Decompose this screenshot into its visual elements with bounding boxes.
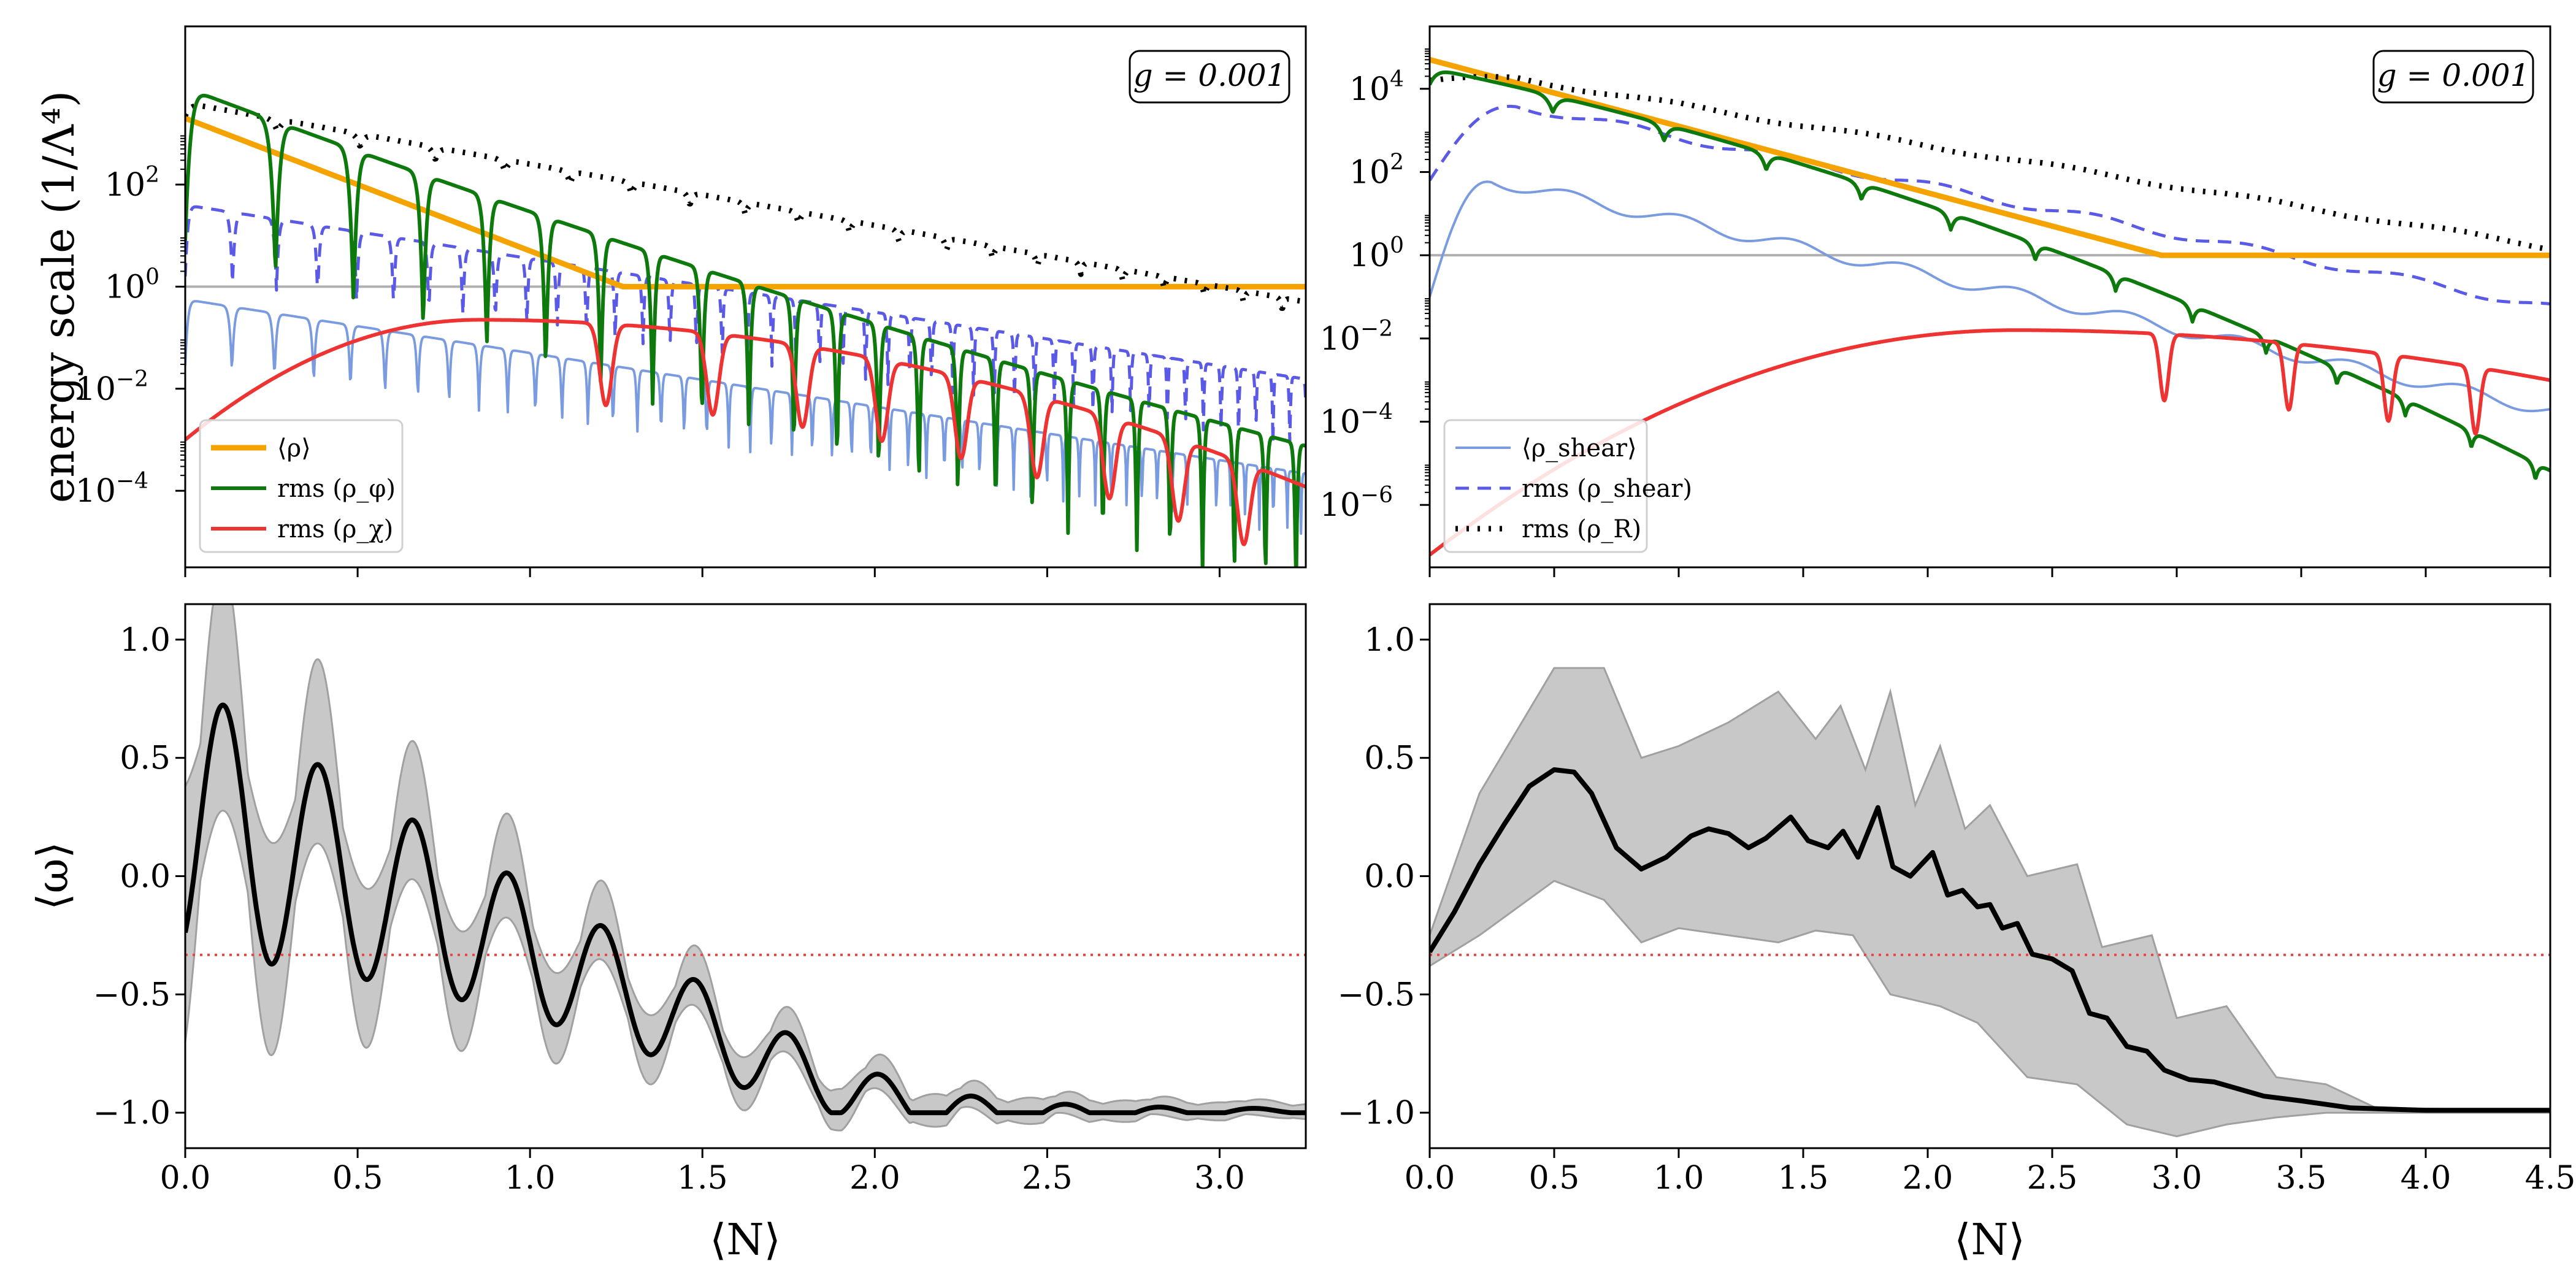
series-rho-mean bbox=[185, 115, 1306, 289]
y-ticks: 104 102 100 10−2 10−4 10−6 bbox=[1320, 48, 1430, 524]
y-ticks: 102 100 10−2 10−4 bbox=[75, 135, 185, 510]
legend-frame bbox=[1443, 419, 1648, 553]
x-tick-label: 3.5 bbox=[2276, 1160, 2327, 1197]
y-tick-label: 104 bbox=[1349, 67, 1404, 108]
series-rms-rho-chi bbox=[185, 318, 1306, 546]
y-tick-label: 102 bbox=[105, 163, 159, 204]
y-tick-label: 0.5 bbox=[1364, 740, 1415, 777]
x-ticks bbox=[1428, 567, 2551, 577]
y-tick-label: 102 bbox=[1349, 150, 1404, 191]
annotation-text: g = 0.001 bbox=[1133, 58, 1286, 93]
std-band bbox=[185, 604, 1306, 1132]
y-tick-label: 10−2 bbox=[1320, 316, 1393, 358]
y-tick-label: 10−2 bbox=[75, 367, 148, 408]
y-tick-label: −1.0 bbox=[93, 1095, 171, 1132]
series-omega-mean bbox=[1430, 767, 2550, 1113]
x-tick-label: 4.0 bbox=[2401, 1160, 2451, 1197]
y-tick-label: −0.5 bbox=[1338, 976, 1415, 1013]
x-axis-label: ⟨N⟩ bbox=[1954, 1214, 2025, 1265]
x-tick-label: 4.5 bbox=[2525, 1160, 2576, 1197]
series-rho-shear-mean bbox=[1430, 180, 2550, 413]
y-tick-label: 10−4 bbox=[1320, 400, 1393, 441]
legend-label: ⟨ρ_shear⟩ bbox=[1522, 434, 1637, 462]
x-ticks: 0.0 0.5 1.0 1.5 2.0 2.5 3.0 bbox=[160, 1148, 1245, 1197]
axes-frame bbox=[1428, 25, 2551, 569]
panel-top-right: 104 102 100 10−2 10−4 10−6 g = 0.001 ⟨ρ_shear… bbox=[1320, 25, 2551, 577]
y-tick-label: 10−4 bbox=[75, 469, 148, 510]
annotation-box: g = 0.001 bbox=[2372, 50, 2534, 104]
panel-bottom-left: 1.00.50.0−0.5−1.0 0.0 0.5 1.0 1.5 2.0 2.5 3.0 … bbox=[28, 603, 1307, 1265]
panel-top-left: 102 100 10−2 10−4 energy scale (1/Λ⁴) g = 0… bbox=[34, 25, 1307, 577]
x-tick-label: 2.5 bbox=[2027, 1160, 2078, 1197]
y-tick-label: 0.0 bbox=[120, 859, 171, 895]
x-tick-label: 2.5 bbox=[1022, 1160, 1073, 1197]
legend-frame bbox=[199, 419, 404, 553]
x-tick-label: 1.5 bbox=[677, 1160, 728, 1197]
series-rms-rho-shear bbox=[185, 205, 1306, 445]
band-fill bbox=[185, 604, 1306, 1132]
legend: ⟨ρ_shear⟩rms (ρ_shear)rms (ρ_R) bbox=[1443, 419, 1692, 553]
annotation-text: g = 0.001 bbox=[2377, 58, 2530, 93]
y-ticks: 1.0 0.5 0.0 −0.5 −1.0 bbox=[1338, 622, 1430, 1132]
legend-label: rms (ρ_R) bbox=[1522, 515, 1641, 543]
x-tick-label: 3.0 bbox=[2152, 1160, 2202, 1197]
y-tick-label: 0.5 bbox=[120, 740, 171, 777]
axes-frame bbox=[184, 25, 1307, 569]
y-tick-label: 10−6 bbox=[1320, 483, 1393, 524]
legend-label: rms (ρ_φ) bbox=[277, 475, 396, 503]
legend: ⟨ρ⟩ rms (ρ_φ)rms (ρ_χ) bbox=[199, 419, 404, 553]
y-ticks: 1.0 0.5 0.0 −0.5 −1.0 bbox=[93, 622, 185, 1132]
y-tick-label: 100 bbox=[1349, 233, 1404, 274]
series-group bbox=[185, 93, 1306, 567]
x-tick-label: 3.0 bbox=[1194, 1160, 1245, 1197]
y-tick-label: 1.0 bbox=[1364, 622, 1415, 659]
x-tick-label: 1.0 bbox=[1654, 1160, 1704, 1197]
series-rms-rho-R bbox=[1430, 74, 2550, 253]
y-axis-label: energy scale (1/Λ⁴) bbox=[34, 91, 84, 503]
y-tick-label: −1.0 bbox=[1338, 1095, 1415, 1132]
y-tick-label: 1.0 bbox=[120, 622, 171, 659]
panel-bottom-right: 1.0 0.5 0.0 −0.5 −1.0 0.0 0.5 1.0 1.5 2.0 2.5 3.0 3… bbox=[1338, 603, 2576, 1265]
legend-label: ⟨ρ⟩ bbox=[277, 434, 311, 462]
x-tick-label: 1.5 bbox=[1778, 1160, 1829, 1197]
x-axis-label: ⟨N⟩ bbox=[710, 1214, 781, 1265]
y-tick-label: −0.5 bbox=[93, 976, 171, 1013]
series-rms-rho-phi bbox=[185, 93, 1306, 567]
legend-label: rms (ρ_χ) bbox=[277, 515, 393, 543]
series-rho-mean bbox=[1430, 56, 2550, 258]
series-rms-rho-phi bbox=[1430, 70, 2550, 480]
series-rms-rho-shear bbox=[1430, 104, 2550, 306]
series-omega-mean bbox=[185, 702, 1306, 1116]
series-group bbox=[185, 702, 1306, 1116]
x-ticks: 0.0 0.5 1.0 1.5 2.0 2.5 3.0 3.5 4.0 4.5 bbox=[1405, 1148, 2576, 1197]
legend-label: rms (ρ_shear) bbox=[1522, 475, 1692, 503]
y-tick-label: 100 bbox=[105, 264, 159, 305]
y-tick-label: 0.0 bbox=[1364, 859, 1415, 895]
x-tick-label: 0.5 bbox=[332, 1160, 383, 1197]
x-tick-label: 2.0 bbox=[1903, 1160, 1953, 1197]
x-tick-label: 2.0 bbox=[849, 1160, 900, 1197]
y-axis-label: ⟨ω⟩ bbox=[28, 841, 78, 910]
x-tick-label: 0.5 bbox=[1529, 1160, 1580, 1197]
series-group bbox=[1430, 767, 2550, 1113]
x-ticks bbox=[184, 567, 1221, 577]
annotation-box: g = 0.001 bbox=[1129, 50, 1290, 104]
x-tick-label: 1.0 bbox=[505, 1160, 556, 1197]
x-tick-label: 0.0 bbox=[1405, 1160, 1455, 1197]
x-tick-label: 0.0 bbox=[160, 1160, 211, 1197]
